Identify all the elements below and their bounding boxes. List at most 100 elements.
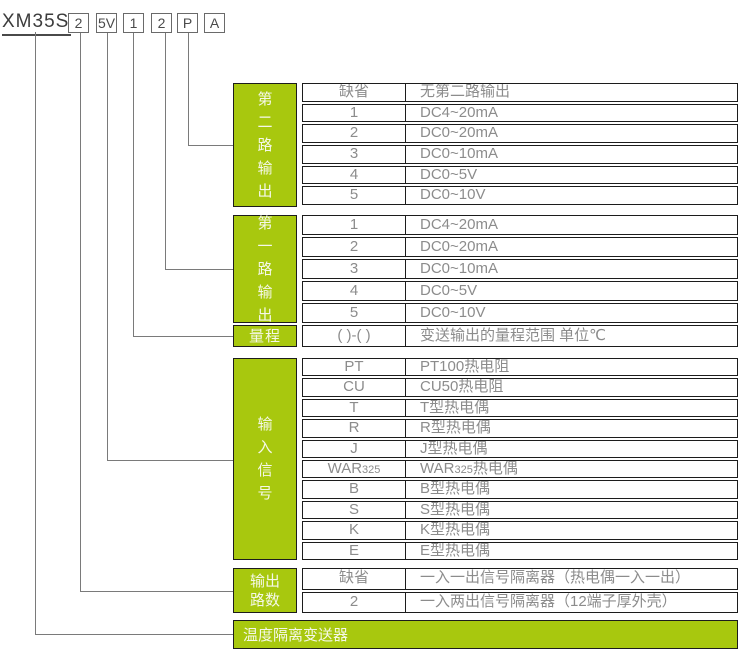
table-row: WAR325 WAR325热电偶 — [302, 459, 738, 479]
option-value: 1 — [303, 216, 406, 234]
option-value: J — [303, 440, 406, 457]
option-value: 4 — [303, 282, 406, 300]
option-description: DC0~5V — [420, 282, 478, 299]
option-description: 无第二路输出 — [420, 84, 511, 100]
option-table-second-output: 第二路输出 缺省 无第二路输出 1 DC4~20mA 2 DC0~20mA 3 DC0~10m… — [233, 83, 738, 207]
table-row: K K型热电偶 — [302, 521, 738, 540]
option-table-input-signal: 输入信号 PT PT100热电阻 CU CU50热电阻 T T型热电偶 R R型热电偶 J J型热… — [233, 358, 738, 560]
table-row: E E型热电偶 — [302, 541, 738, 560]
table-label-range: 量程 — [233, 325, 297, 347]
option-value: 3 — [303, 146, 406, 163]
option-value: R — [303, 420, 406, 437]
option-description: K型热电偶 — [420, 522, 491, 539]
table-label-output-count: 输出 路数 — [233, 568, 297, 613]
series-name-label: 温度隔离变送器 — [243, 627, 349, 644]
option-description: B型热电偶 — [420, 481, 491, 498]
table-label-second-output: 第二路输出 — [233, 83, 297, 207]
option-description: DC0~10mA — [420, 146, 498, 163]
table-label-input-signal: 输入信号 — [233, 358, 297, 560]
connector-line-range — [133, 33, 234, 337]
table-row: 3 DC0~10mA — [302, 259, 738, 279]
option-value: WAR325 — [303, 460, 406, 478]
table-row: 5 DC0~10V — [302, 303, 738, 323]
table-rows: ( )-( ) 变送输出的量程范围 单位℃ — [302, 325, 738, 347]
table-row: 4 DC0~5V — [302, 165, 738, 185]
table-row: R R型热电偶 — [302, 419, 738, 438]
table-row: 5 DC0~10V — [302, 186, 738, 206]
option-table-output-count: 输出 路数 缺省 一入一出信号隔离器（热电偶一入一出） 2 一入两出信号隔离器（12端子… — [233, 568, 738, 613]
option-description: DC0~10mA — [420, 260, 498, 277]
option-description: 一入两出信号隔离器（12端子厚外壳） — [420, 592, 677, 610]
option-description: 一入一出信号隔离器（热电偶一入一出） — [420, 569, 691, 586]
table-row: 2 一入两出信号隔离器（12端子厚外壳） — [302, 591, 738, 613]
option-value: ( )-( ) — [303, 326, 406, 346]
option-description: DC0~20mA — [420, 238, 498, 255]
code-segment-box-6: A — [204, 13, 225, 33]
table-row: S S型热电偶 — [302, 500, 738, 520]
connector-line-prefix — [35, 32, 234, 635]
table-row: 1 DC4~20mA — [302, 103, 738, 123]
option-description: 变送输出的量程范围 单位℃ — [420, 327, 607, 344]
table-row: 2 DC0~20mA — [302, 124, 738, 144]
option-value: B — [303, 481, 406, 498]
table-rows: 1 DC4~20mA 2 DC0~20mA 3 DC0~10mA 4 DC0~5V 5 DC0~1… — [302, 215, 738, 323]
option-description: T型热电偶 — [420, 399, 490, 416]
option-value: 缺省 — [303, 84, 406, 101]
option-description: DC0~10V — [420, 304, 486, 321]
connector-line-second-output — [188, 33, 234, 146]
option-value: 2 — [303, 592, 406, 612]
option-value: 2 — [303, 125, 406, 143]
option-value: E — [303, 542, 406, 559]
table-row: 4 DC0~5V — [302, 281, 738, 301]
option-value: PT — [303, 359, 406, 376]
table-row: CU CU50热电阻 — [302, 378, 738, 397]
option-value: 3 — [303, 260, 406, 278]
option-value: 5 — [303, 304, 406, 322]
option-value: CU — [303, 379, 406, 396]
option-value: 缺省 — [303, 569, 406, 589]
table-rows: 缺省 一入一出信号隔离器（热电偶一入一出） 2 一入两出信号隔离器（12端子厚外壳） — [302, 568, 738, 613]
option-description: DC0~5V — [420, 166, 478, 183]
code-segment-box-4: 2 — [151, 13, 172, 33]
option-description: PT100热电阻 — [420, 359, 510, 375]
table-row: T T型热电偶 — [302, 398, 738, 418]
option-description: DC0~20mA — [420, 125, 498, 142]
table-row: 2 DC0~20mA — [302, 237, 738, 257]
code-segment-box-5: P — [177, 13, 198, 33]
code-segment-box-1: 2 — [68, 13, 89, 33]
option-description: CU50热电阻 — [420, 379, 504, 396]
option-value: 4 — [303, 166, 406, 184]
option-value: K — [303, 522, 406, 539]
connector-line-first-output — [165, 33, 234, 270]
option-value: S — [303, 501, 406, 519]
table-row: 缺省 一入一出信号隔离器（热电偶一入一出） — [302, 568, 738, 590]
code-segment-box-3: 1 — [123, 13, 144, 33]
option-description: E型热电偶 — [420, 542, 491, 559]
table-row: 1 DC4~20mA — [302, 215, 738, 235]
option-table-first-output: 第一路输出 1 DC4~20mA 2 DC0~20mA 3 DC0~10mA 4 DC0~5V… — [233, 215, 738, 324]
option-value: T — [303, 399, 406, 417]
option-table-range: 量程 ( )-( ) 变送输出的量程范围 单位℃ — [233, 325, 738, 347]
table-rows: PT PT100热电阻 CU CU50热电阻 T T型热电偶 R R型热电偶 J J型热电偶 WAR… — [302, 358, 738, 560]
option-description: DC4~20mA — [420, 104, 498, 121]
option-description: DC0~10V — [420, 187, 486, 204]
option-value: 2 — [303, 238, 406, 256]
series-name-bar: 温度隔离变送器 — [233, 620, 738, 649]
table-row: PT PT100热电阻 — [302, 358, 738, 377]
table-row: J J型热电偶 — [302, 439, 738, 458]
option-description: R型热电偶 — [420, 420, 491, 437]
option-description: WAR325热电偶 — [420, 460, 518, 477]
option-description: S型热电偶 — [420, 501, 491, 518]
option-description: J型热电偶 — [420, 440, 488, 457]
option-value: 5 — [303, 187, 406, 205]
code-segment-box-2: 5V — [96, 13, 117, 33]
table-row: 缺省 无第二路输出 — [302, 83, 738, 102]
table-row: B B型热电偶 — [302, 480, 738, 499]
model-prefix: XM35S — [2, 11, 72, 36]
table-row: ( )-( ) 变送输出的量程范围 单位℃ — [302, 325, 738, 347]
connector-line-output-count — [80, 33, 234, 592]
connector-line-input-signal — [107, 33, 234, 461]
table-row: 3 DC0~10mA — [302, 145, 738, 164]
table-rows: 缺省 无第二路输出 1 DC4~20mA 2 DC0~20mA 3 DC0~10mA 4 DC0~… — [302, 83, 738, 206]
